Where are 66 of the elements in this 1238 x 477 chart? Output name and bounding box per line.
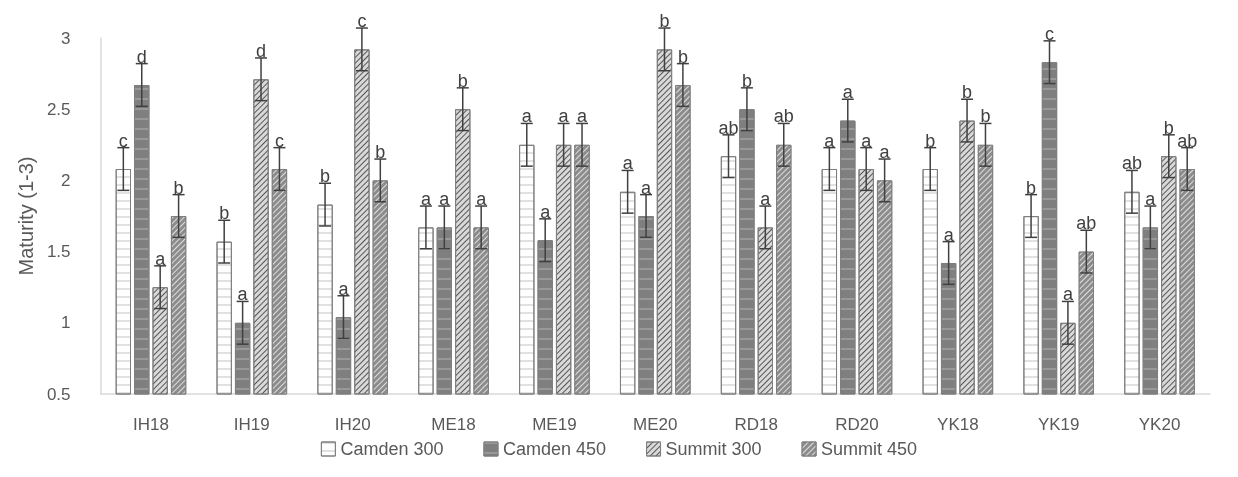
- data-label: a: [760, 189, 772, 210]
- data-label: b: [1026, 177, 1037, 198]
- data-label: b: [659, 11, 670, 32]
- data-label: a: [1062, 284, 1074, 305]
- data-label: b: [173, 177, 184, 198]
- x-tick-label: RD20: [835, 415, 879, 434]
- x-tick-label: IH19: [233, 415, 270, 434]
- data-label: a: [577, 106, 589, 127]
- data-label: a: [521, 106, 533, 127]
- legend-label: Camden 300: [340, 439, 444, 459]
- x-tick-label: YK20: [1138, 415, 1181, 434]
- data-label: ab: [1076, 213, 1097, 234]
- data-label: d: [136, 46, 147, 67]
- y-axis-title: Maturity (1-3): [15, 156, 37, 276]
- data-label: a: [824, 130, 836, 151]
- data-label: a: [439, 189, 451, 210]
- data-label: a: [641, 177, 653, 198]
- x-tick-label: ME20: [633, 415, 678, 434]
- data-label: ab: [718, 117, 739, 138]
- data-label: c: [274, 130, 284, 151]
- data-label: a: [155, 248, 167, 269]
- x-tick-label: ME18: [431, 415, 476, 434]
- legend-label: Summit 450: [821, 439, 918, 459]
- data-label: b: [457, 70, 468, 91]
- x-tick-label: IH18: [133, 415, 169, 434]
- y-tick-label: 1: [61, 313, 71, 333]
- data-label: a: [540, 201, 552, 222]
- data-label: b: [925, 130, 936, 151]
- data-label: b: [320, 166, 331, 187]
- data-label: c: [1045, 23, 1054, 44]
- data-label: d: [256, 40, 267, 61]
- x-tick-label: YK19: [1037, 415, 1080, 434]
- legend-label: Summit 300: [665, 439, 762, 459]
- x-tick-label: ME19: [532, 415, 577, 434]
- data-label: ab: [1177, 130, 1198, 151]
- y-tick-label: 0.5: [46, 384, 71, 404]
- x-tick-label: IH20: [334, 415, 371, 434]
- legend-label: Camden 450: [502, 439, 607, 459]
- data-label: b: [962, 82, 973, 103]
- data-label: b: [980, 106, 991, 127]
- y-tick-label: 2.5: [46, 99, 71, 119]
- x-tick-label: RD18: [734, 415, 778, 434]
- y-tick-label: 1.5: [46, 242, 71, 262]
- data-label: c: [357, 11, 367, 32]
- data-label: b: [219, 203, 230, 224]
- data-label: ab: [1121, 153, 1142, 174]
- y-tick-label: 3: [61, 28, 71, 48]
- data-label: b: [741, 70, 752, 91]
- data-label: a: [558, 106, 570, 127]
- y-tick-label: 2: [61, 170, 71, 190]
- data-label: a: [943, 224, 955, 245]
- x-tick-label: YK18: [937, 415, 979, 434]
- data-label: a: [476, 189, 488, 210]
- data-label: a: [879, 142, 891, 163]
- data-label: c: [118, 130, 128, 151]
- data-label: b: [375, 142, 386, 163]
- data-label: a: [420, 189, 432, 210]
- data-label: a: [861, 130, 873, 151]
- data-label: a: [842, 82, 854, 103]
- data-label: a: [1145, 189, 1157, 210]
- data-label: b: [677, 46, 688, 67]
- data-label: a: [622, 153, 634, 174]
- data-label: b: [1163, 117, 1174, 138]
- data-label: a: [237, 284, 249, 305]
- data-label: a: [338, 278, 350, 299]
- data-label: ab: [773, 106, 794, 127]
